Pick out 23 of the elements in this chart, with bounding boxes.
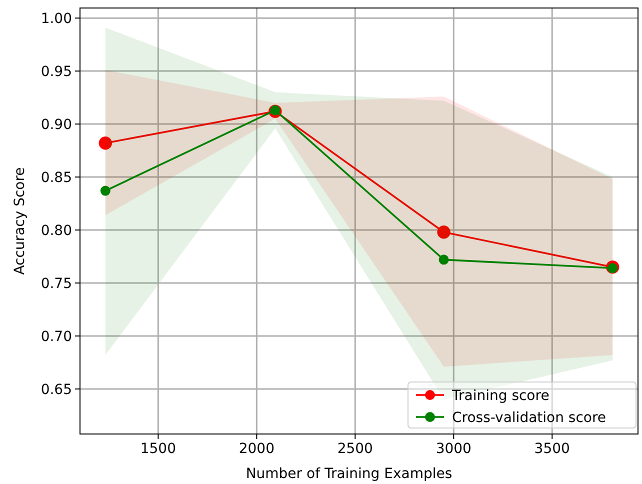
x-axis-title: Number of Training Examples — [246, 466, 452, 482]
x-tick-label: 2500 — [337, 441, 373, 457]
y-tick-label: 0.65 — [40, 382, 72, 398]
point — [270, 105, 280, 116]
y-axis-title: Accuracy Score — [12, 167, 28, 275]
point — [437, 226, 450, 239]
y-tick-label: 0.90 — [40, 117, 72, 134]
point — [100, 186, 110, 196]
x-tick-label: 3500 — [534, 441, 570, 457]
point — [438, 254, 449, 265]
x-tick-label: 2000 — [238, 441, 274, 457]
y-tick-label: 0.95 — [40, 64, 72, 80]
point — [608, 263, 618, 274]
y-tick-label: 1.00 — [40, 11, 72, 28]
x-tick-label: 3000 — [436, 441, 472, 457]
x-tick-label: 1500 — [140, 441, 176, 457]
y-tick-label: 0.85 — [40, 170, 72, 186]
y-tick-label: 0.80 — [40, 223, 72, 240]
legend-label: Cross-validation score — [452, 410, 606, 426]
y-tick-label: 0.70 — [40, 328, 72, 345]
legend-label: Training score — [451, 388, 550, 404]
y-tick-label: 0.75 — [40, 276, 72, 292]
point — [98, 136, 112, 150]
